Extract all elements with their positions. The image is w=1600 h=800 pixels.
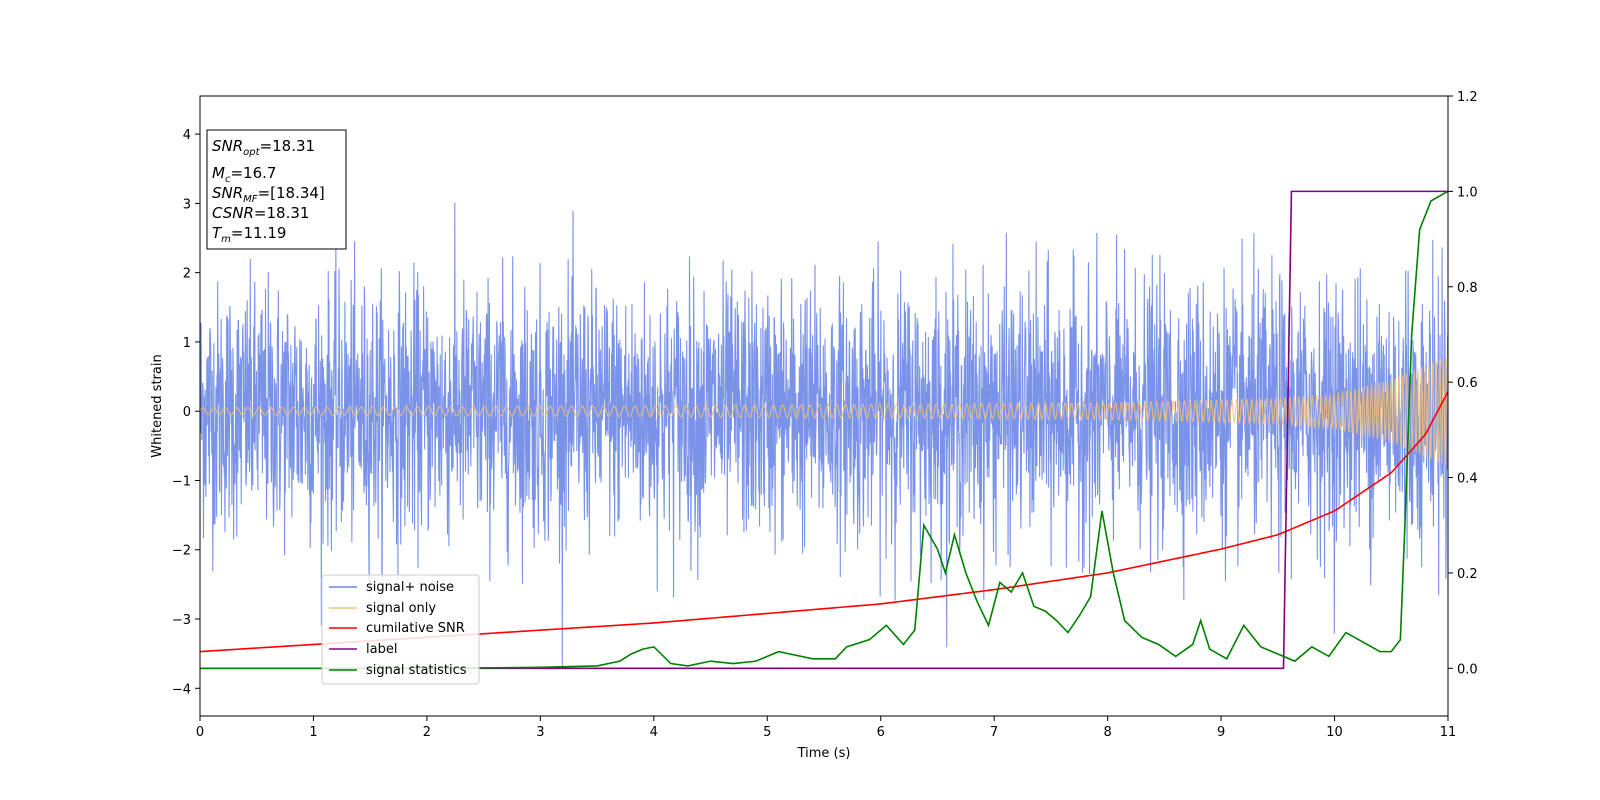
legend-label: label bbox=[366, 642, 397, 657]
plot-frame bbox=[199, 95, 1449, 717]
y-tick-label: −3 bbox=[172, 613, 191, 628]
y-tick-label: 4 bbox=[183, 128, 191, 143]
y-tick-label: 1 bbox=[183, 336, 191, 351]
y2-tick-label: 1.0 bbox=[1457, 185, 1478, 200]
x-tick-label: 11 bbox=[1440, 725, 1457, 740]
y2-tick-label: 0.2 bbox=[1457, 567, 1478, 582]
info-tm: Tm=11.19 bbox=[212, 224, 286, 245]
x-tick-label: 4 bbox=[650, 725, 658, 740]
legend-item: signal only bbox=[329, 601, 436, 616]
legend-label: signal only bbox=[366, 601, 436, 616]
legend-label: cumilative SNR bbox=[366, 621, 465, 636]
y-tick-label: 2 bbox=[183, 267, 191, 282]
x-tick-label: 10 bbox=[1326, 725, 1343, 740]
x-tick-label: 0 bbox=[196, 725, 204, 740]
x-tick-label: 1 bbox=[309, 725, 317, 740]
x-tick-label: 6 bbox=[877, 725, 885, 740]
x-axis-label: Time (s) bbox=[797, 746, 851, 761]
info-snr-mf: SNRMF=[18.34] bbox=[212, 184, 325, 205]
x-tick-label: 2 bbox=[423, 725, 431, 740]
x-axis: 0 1 2 3 4 5 6 7 8 9 10 11 bbox=[196, 716, 1456, 740]
y-tick-label: −1 bbox=[172, 474, 191, 489]
x-tick-label: 3 bbox=[536, 725, 544, 740]
y2-tick-label: 1.2 bbox=[1457, 90, 1478, 105]
legend-item: label bbox=[329, 642, 397, 657]
series-line-signal-noise bbox=[200, 202, 1448, 667]
y2-axis: 0.0 0.2 0.4 0.6 0.8 1.0 1.2 bbox=[1448, 90, 1478, 677]
info-snr-opt: SNRopt=18.31 bbox=[212, 137, 315, 158]
x-tick-label: 7 bbox=[990, 725, 998, 740]
info-csnr: CSNR=18.31 bbox=[212, 204, 309, 222]
y-axis-label: Whitened strain bbox=[150, 354, 165, 457]
series-line-label bbox=[200, 190, 1448, 670]
y-tick-label: −2 bbox=[172, 544, 191, 559]
y-tick-label: 3 bbox=[183, 197, 191, 212]
x-tick-label: 5 bbox=[763, 725, 771, 740]
info-box: SNRopt=18.31 Mc=16.7 SNRMF=[18.34] CSNR=… bbox=[206, 129, 347, 250]
legend-item: signal statistics bbox=[329, 663, 467, 678]
series-line-signal-statistics bbox=[200, 190, 1448, 670]
y-tick-label: 0 bbox=[183, 405, 191, 420]
x-tick-label: 9 bbox=[1217, 725, 1225, 740]
legend-label: signal+ noise bbox=[366, 580, 454, 595]
info-box-frame bbox=[206, 129, 347, 250]
y2-tick-label: 0.8 bbox=[1457, 281, 1478, 296]
info-mc: Mc=16.7 bbox=[212, 164, 276, 185]
y-axis: −4 −3 −2 −1 0 1 2 3 4 bbox=[172, 128, 200, 697]
y-tick-label: −4 bbox=[172, 682, 191, 697]
y2-tick-label: 0.0 bbox=[1457, 662, 1478, 677]
legend: signal+ noise signal only cumilative SNR… bbox=[321, 574, 480, 685]
y2-tick-label: 0.4 bbox=[1457, 472, 1478, 487]
legend-item: cumilative SNR bbox=[329, 621, 465, 636]
x-tick-label: 8 bbox=[1103, 725, 1111, 740]
series-line-signal-only bbox=[200, 356, 1448, 465]
legend-item: signal+ noise bbox=[329, 580, 454, 595]
legend-label: signal statistics bbox=[366, 663, 467, 678]
y2-tick-label: 0.6 bbox=[1457, 376, 1478, 391]
legend-frame bbox=[321, 574, 480, 685]
